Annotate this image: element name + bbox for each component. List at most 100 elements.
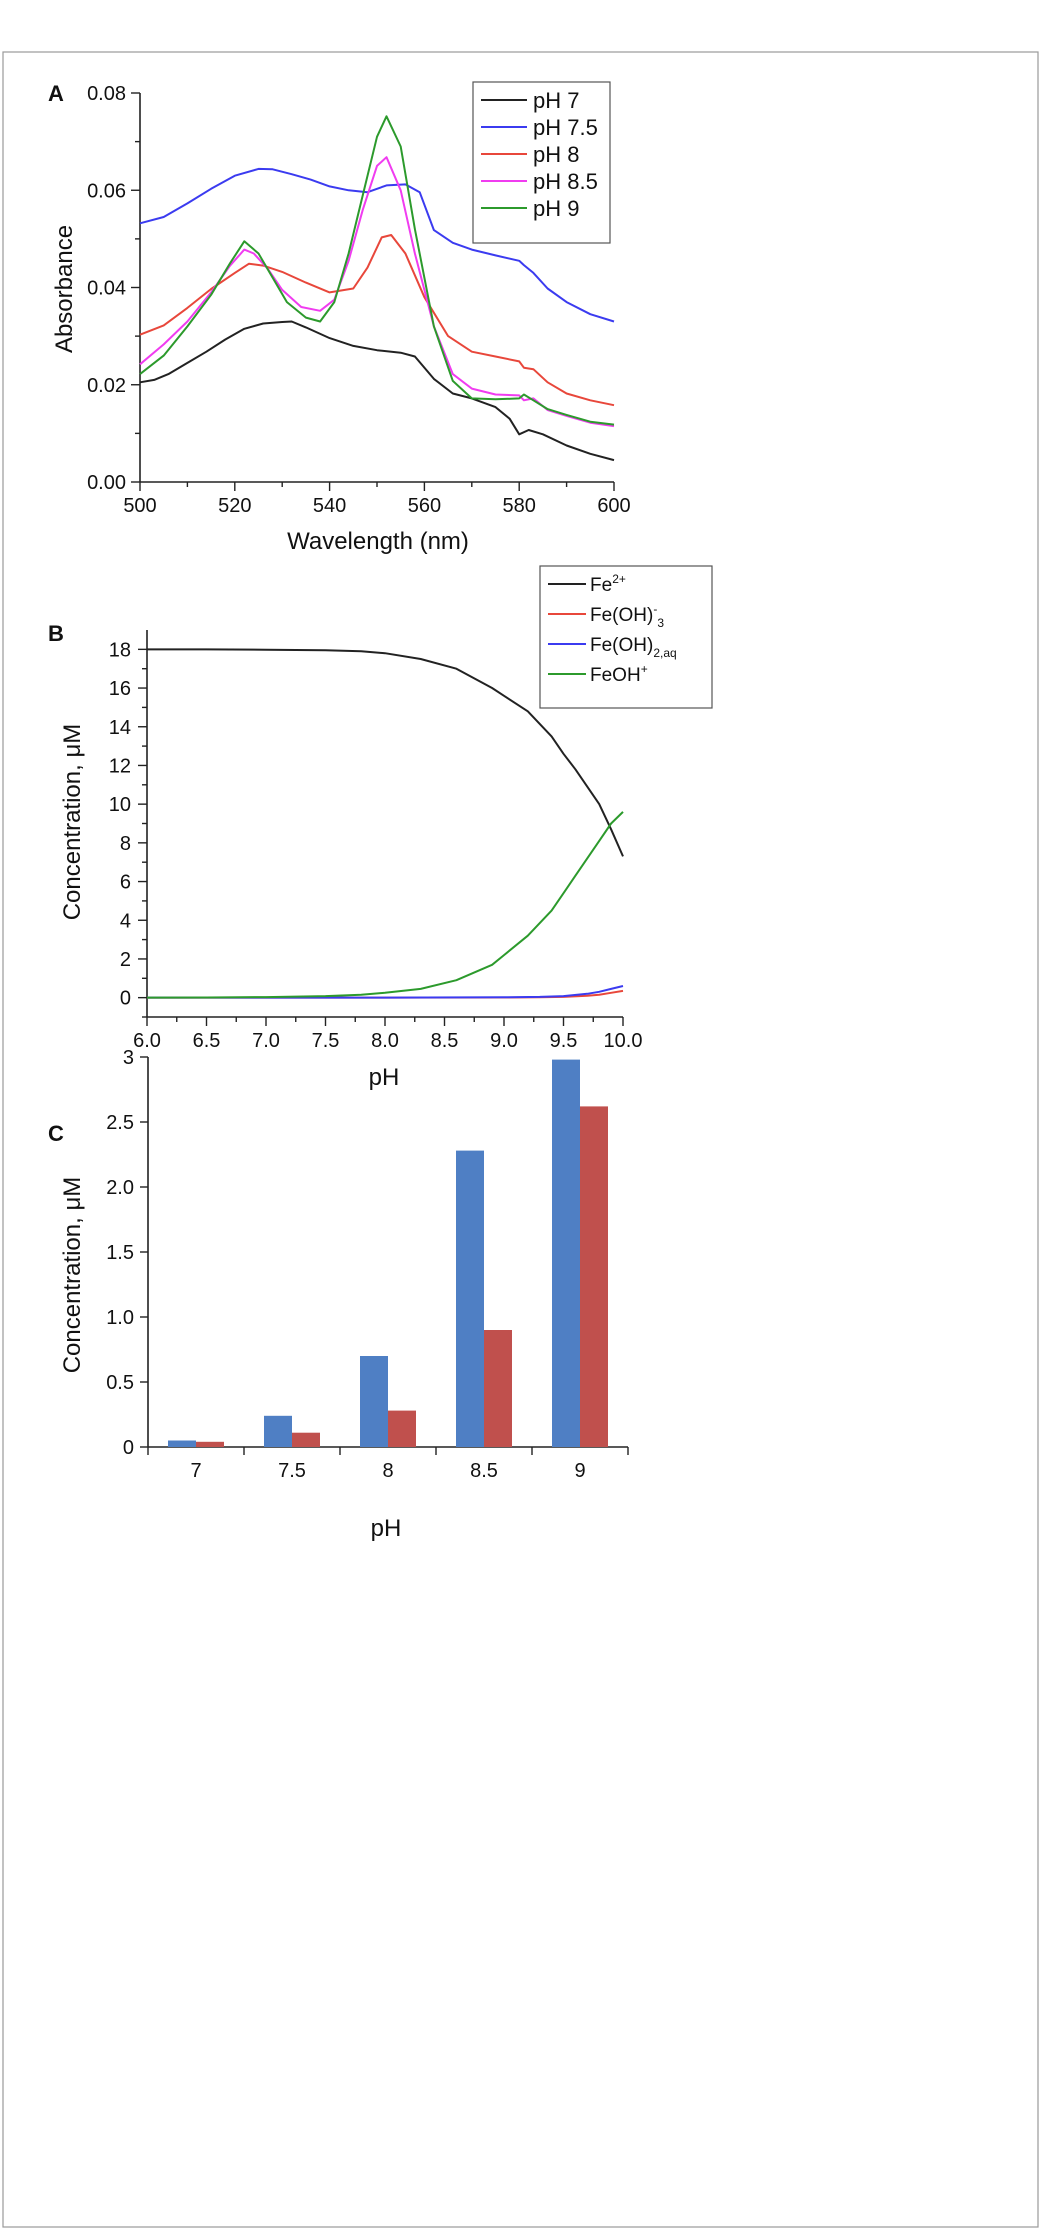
panel-c-bar: [580, 1106, 608, 1447]
panel-a-legend-label: pH 8.5: [533, 169, 598, 194]
panel-a-x-tick-label: 600: [597, 495, 630, 517]
panel-b-legend-label-base: Fe: [590, 575, 612, 596]
panel-b-legend-label-sub: 3: [657, 616, 664, 630]
panel-a-series-line: [139, 167, 615, 323]
panel-a-x-tick-label: 540: [313, 495, 346, 517]
panel-a-letter: A: [48, 81, 64, 106]
panel-c-y-tick-label: 2.5: [106, 1112, 134, 1134]
panel-a-x-tick-label: 520: [218, 495, 251, 517]
panel-b-y-tick-label: 6: [120, 872, 131, 894]
panel-b-legend-label-sup: 2+: [612, 572, 626, 586]
panel-a-series-line: [139, 115, 615, 426]
panel-b-series-line: [147, 985, 624, 999]
panel-a-y-tick-label: 0.02: [87, 375, 126, 397]
panel-a-series: [139, 115, 615, 462]
panel-c-bar: [292, 1432, 320, 1447]
panel-b-x-tick-label: 10.0: [604, 1030, 643, 1052]
panel-c-y-tick-label: 1.5: [106, 1242, 134, 1264]
panel-c-bar: [168, 1440, 196, 1447]
panel-c-x-tick-label: 9: [574, 1460, 585, 1482]
panel-a-series-line: [139, 320, 615, 462]
panel-b: B 6.0 6.5 7.0 7.5 8.0 8.5 9.0 9.5 10.0 0 2 4 6 8 10 12 1…: [48, 565, 713, 1091]
panel-b-legend-label: Fe(OH)-3: [590, 602, 664, 630]
panel-b-y-tick-label: 18: [109, 639, 131, 661]
panel-c: C 0 0.5 1.0 1.5 2.0 2.5 3 7 7.5 8 8.5 9 pH Concentr…: [48, 1047, 629, 1542]
panel-b-y-tick-label: 10: [109, 794, 131, 816]
panel-a-legend-box: [472, 81, 611, 244]
panel-c-y-tick-label: 0.5: [106, 1372, 134, 1394]
panel-b-legend-label: Fe2+: [590, 572, 626, 596]
panel-c-y-tick-label: 3: [123, 1047, 134, 1069]
panel-c-bar: [264, 1415, 292, 1447]
panel-a-legend-label: pH 7.5: [533, 115, 598, 140]
panel-a-y-axis-label: Absorbance: [51, 225, 78, 353]
panel-b-series-line: [147, 648, 624, 857]
panel-b-legend-label-base: Fe(OH): [590, 605, 653, 626]
panel-b-y-tick-label: 4: [120, 910, 131, 932]
panel-a-y-tick-label: 0.00: [87, 472, 126, 494]
panel-a-legend: pH 7pH 7.5pH 8pH 8.5pH 9: [472, 81, 611, 244]
panel-a-series-line: [139, 156, 615, 428]
panel-a-x-tick-label: 560: [408, 495, 441, 517]
panel-c-y-tick-label: 2.0: [106, 1177, 134, 1199]
panel-c-y-tick-label: 1.0: [106, 1307, 134, 1329]
panel-c-bar: [552, 1059, 580, 1447]
panel-b-y-tick-label: 12: [109, 755, 131, 777]
panel-a-y-tick-label: 0.06: [87, 180, 126, 202]
panel-b-x-tick-label: 8.0: [371, 1030, 399, 1052]
panel-c-bar: [196, 1441, 224, 1447]
panel-b-letter: B: [48, 621, 64, 646]
panel-b-y-tick-label: 16: [109, 678, 131, 700]
panel-b-x-tick-label: 9.0: [490, 1030, 518, 1052]
panel-c-x-tick-label: 8: [382, 1460, 393, 1482]
panel-a-legend-label: pH 7: [533, 88, 579, 113]
panel-b-y-tick-label: 8: [120, 833, 131, 855]
panel-b-y-tick-label: 14: [109, 717, 131, 739]
panel-b-legend-label-base: Fe(OH): [590, 635, 653, 656]
panel-c-x-tick-label: 7: [190, 1460, 201, 1482]
panel-b-x-tick-label: 6.5: [193, 1030, 221, 1052]
panel-b-x-tick-label: 6.0: [133, 1030, 161, 1052]
figure-frame: [2, 51, 1039, 2228]
panel-c-x-tick-label: 8.5: [470, 1460, 498, 1482]
panel-a-y-tick-label: 0.08: [87, 83, 126, 105]
panel-a-y-tick-label: 0.04: [87, 278, 126, 300]
panel-a-series-line: [139, 234, 615, 407]
panel-b-y-axis-label: Concentration, μM: [59, 724, 86, 921]
panel-b-x-tick-label: 9.5: [550, 1030, 578, 1052]
panel-b-legend-label-base: FeOH: [590, 665, 641, 686]
panel-c-bar: [484, 1330, 512, 1447]
panel-b-axes: 6.0 6.5 7.0 7.5 8.0 8.5 9.0 9.5 10.0 0 2 4 6 8 10 12 14 1…: [109, 630, 643, 1052]
panel-b-series: [146, 648, 624, 999]
panel-a-x-axis-label: Wavelength (nm): [287, 528, 469, 555]
panel-a-x-tick-label: 580: [503, 495, 536, 517]
panel-c-bar: [388, 1410, 416, 1447]
panel-c-y-tick-label: 0: [123, 1437, 134, 1459]
panel-b-y-tick-label: 2: [120, 949, 131, 971]
panel-b-series-line: [146, 811, 624, 999]
panel-b-y-tick-label: 0: [120, 988, 131, 1010]
panel-a: A 500 520 540 560 580 600 0.00 0.02 0.04 0.06 0.08…: [48, 81, 631, 555]
panel-a-x-tick-label: 500: [123, 495, 156, 517]
panel-a-legend-label: pH 9: [533, 196, 579, 221]
panel-b-x-tick-label: 8.5: [431, 1030, 459, 1052]
panel-c-y-axis-label: Concentration, μM: [59, 1177, 86, 1374]
panel-b-legend-label-sub: 2,aq: [653, 646, 676, 660]
panel-b-legend-label-sup: +: [641, 662, 648, 676]
panel-c-bar: [360, 1356, 388, 1447]
panel-b-legend-label: FeOH+: [590, 662, 648, 686]
panel-c-x-tick-label: 7.5: [278, 1460, 306, 1482]
panel-b-legend-label-sup: -: [653, 602, 657, 616]
panel-c-bar: [456, 1150, 484, 1447]
panel-c-letter: C: [48, 1121, 64, 1146]
panel-b-x-tick-label: 7.0: [252, 1030, 280, 1052]
panel-c-bars: [168, 1059, 608, 1447]
panel-b-legend-label: Fe(OH)2,aq: [590, 635, 677, 660]
panel-b-legend-box: [539, 565, 713, 709]
panel-b-x-axis-label: pH: [369, 1064, 400, 1091]
panel-b-x-tick-label: 7.5: [312, 1030, 340, 1052]
panel-a-axes: 500 520 540 560 580 600 0.00 0.02 0.04 0.06 0.08: [87, 83, 631, 517]
panel-c-x-axis-label: pH: [371, 1515, 402, 1542]
